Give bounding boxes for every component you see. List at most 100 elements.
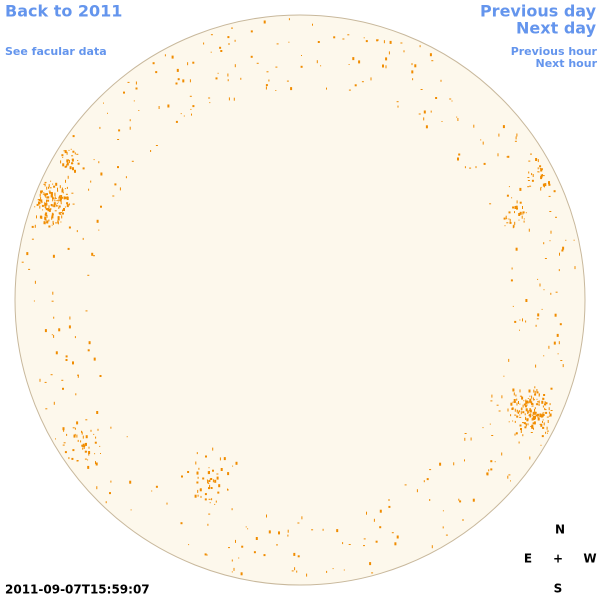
facula — [76, 434, 78, 438]
facula — [543, 422, 545, 426]
facula — [412, 78, 414, 81]
facula — [46, 196, 49, 199]
facula — [278, 531, 280, 535]
facula — [534, 390, 536, 394]
facula — [41, 204, 44, 207]
facula — [62, 163, 65, 167]
facula — [522, 422, 524, 424]
facula — [82, 446, 84, 448]
facula — [429, 469, 432, 471]
facula — [96, 411, 99, 414]
facula — [562, 364, 564, 368]
facula — [219, 457, 221, 461]
facula — [195, 461, 197, 465]
facula — [451, 100, 453, 102]
facula — [511, 267, 513, 270]
facula — [531, 424, 534, 428]
facula — [209, 102, 211, 104]
facula — [531, 395, 533, 399]
facula — [508, 421, 510, 423]
facula — [175, 82, 178, 85]
facula — [196, 452, 198, 455]
facula — [93, 357, 96, 361]
facula — [57, 187, 58, 191]
facula — [60, 160, 62, 164]
facula — [50, 208, 52, 210]
facula — [58, 328, 61, 332]
facula — [396, 535, 399, 539]
previous-hour-link[interactable]: Previous hour — [511, 45, 598, 58]
facula — [50, 374, 53, 376]
facula — [95, 462, 98, 466]
facula — [129, 126, 131, 130]
facula — [375, 540, 378, 543]
facula — [358, 60, 361, 64]
facula — [470, 437, 472, 441]
facula — [228, 547, 230, 549]
facula — [550, 230, 552, 234]
facula — [521, 215, 523, 219]
facula — [187, 62, 189, 66]
facula — [537, 413, 539, 416]
facula — [394, 542, 397, 546]
facula — [204, 553, 207, 556]
facula — [87, 459, 89, 461]
facula — [539, 413, 542, 417]
back-link[interactable]: Back to 2011 — [5, 2, 122, 21]
facula — [363, 545, 365, 547]
facula — [530, 432, 533, 433]
previous-day-link[interactable]: Previous day — [480, 2, 597, 21]
facula — [57, 199, 60, 201]
facula — [212, 447, 214, 451]
facula — [76, 230, 78, 233]
compass-east: E — [524, 552, 532, 566]
facula — [297, 522, 300, 524]
facula — [70, 148, 72, 150]
facula — [82, 237, 84, 240]
facula — [528, 389, 531, 393]
facula — [514, 433, 516, 436]
facula — [53, 222, 54, 225]
facula — [175, 120, 178, 123]
facula — [520, 430, 522, 433]
facula — [512, 225, 514, 229]
facula — [72, 167, 74, 171]
facula — [558, 341, 560, 345]
facula — [464, 459, 465, 462]
facula — [560, 360, 563, 361]
facula — [28, 268, 31, 270]
facula — [510, 402, 513, 406]
facula — [548, 411, 550, 414]
facula — [46, 186, 48, 190]
facula — [57, 216, 60, 219]
facula — [449, 98, 452, 100]
facula — [544, 409, 547, 411]
facula — [46, 202, 48, 206]
facula — [538, 400, 540, 404]
facula — [534, 386, 536, 389]
facula — [253, 551, 256, 554]
facula — [537, 401, 539, 403]
facula — [189, 95, 192, 97]
facula — [522, 211, 525, 214]
facula — [53, 202, 56, 206]
facula — [60, 212, 63, 214]
facular-link[interactable]: See facular data — [5, 45, 107, 58]
facula — [388, 51, 390, 55]
facula — [541, 435, 544, 438]
facula — [53, 196, 55, 199]
facula — [61, 215, 63, 219]
facula — [549, 240, 551, 242]
facula — [84, 458, 87, 460]
facula — [377, 39, 379, 41]
facula — [155, 145, 158, 146]
next-hour-link[interactable]: Next hour — [536, 57, 598, 70]
facula — [68, 325, 71, 329]
facula — [531, 405, 534, 407]
facula — [515, 247, 518, 251]
facula — [507, 475, 509, 479]
facula — [365, 40, 368, 43]
facula — [531, 179, 534, 182]
facula — [71, 158, 74, 162]
next-day-link[interactable]: Next day — [516, 19, 597, 38]
